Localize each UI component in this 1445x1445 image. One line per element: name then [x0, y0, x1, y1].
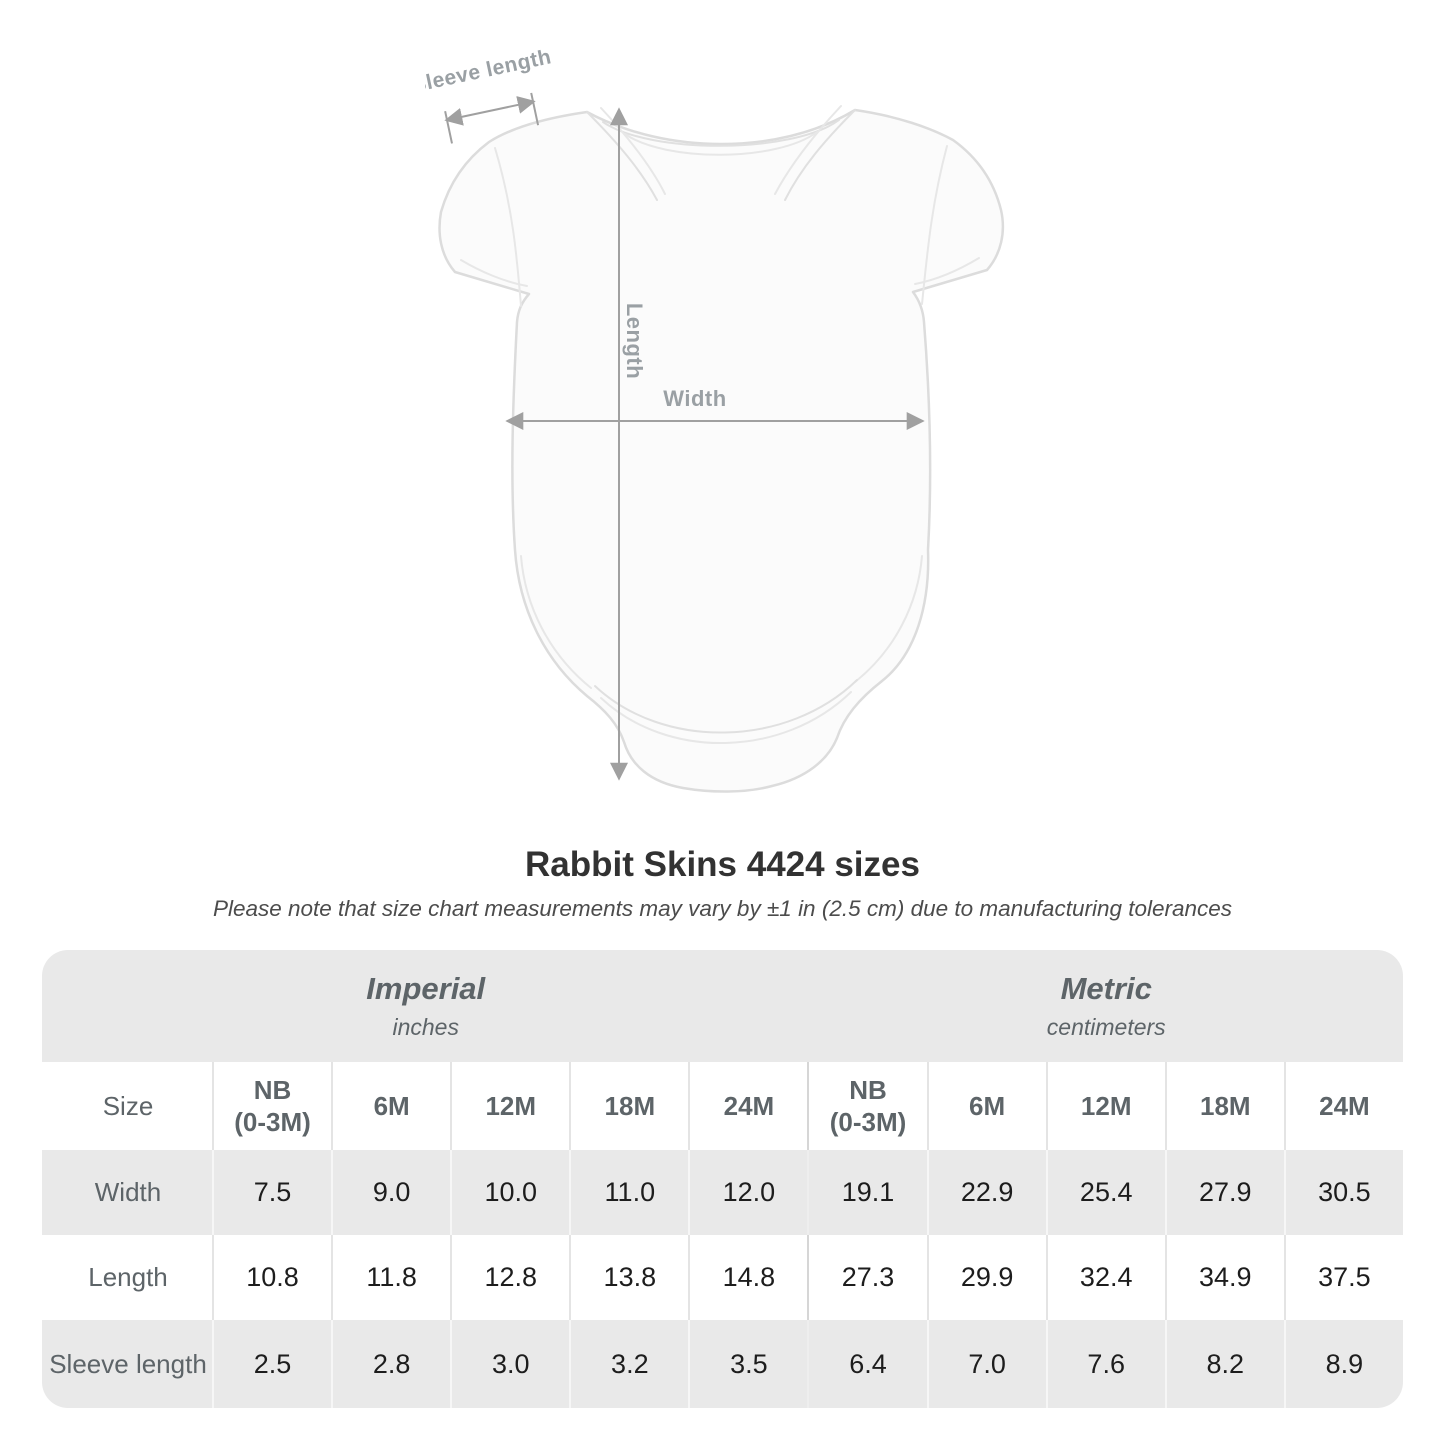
size-table-container: Imperial inches Metric centimeters Size … [42, 950, 1403, 1408]
value-cell: 27.3 [807, 1235, 927, 1320]
value-cell: 22.9 [926, 1150, 1046, 1235]
imperial-unit: inches [392, 1013, 459, 1040]
section-header-metric: Metric centimeters [807, 950, 1403, 1062]
left-lap-shoulder-binding [600, 107, 666, 195]
baby-bodysuit-illustration [438, 105, 1005, 793]
column-header-text: NB [253, 1074, 292, 1105]
column-header: 12M [1045, 1062, 1165, 1150]
column-header: 24M [1283, 1062, 1403, 1150]
value-cell: 3.2 [569, 1320, 689, 1408]
value-cell: 11.0 [569, 1150, 689, 1235]
value-cell: 14.8 [688, 1235, 808, 1320]
column-header: 18M [1164, 1062, 1284, 1150]
table-row-length: Length 10.8 11.8 12.8 13.8 14.8 27.3 29.… [42, 1235, 1403, 1320]
row-label: Width [42, 1150, 212, 1235]
page-title: Rabbit Skins 4424 sizes [525, 845, 920, 884]
value-cell: 10.8 [212, 1235, 332, 1320]
column-header-text: 18M [1200, 1090, 1251, 1121]
column-header: 6M [331, 1062, 451, 1150]
value-cell: 25.4 [1045, 1150, 1165, 1235]
left-leg-binding [520, 555, 592, 689]
table-row-sleeve-length: Sleeve length 2.5 2.8 3.0 3.2 3.5 6.4 7.… [42, 1320, 1403, 1408]
left-armhole-seam [494, 147, 522, 307]
column-header: 6M [926, 1062, 1046, 1150]
value-cell: 29.9 [926, 1235, 1046, 1320]
right-sleeve-hem [914, 257, 980, 285]
value-cell: 27.9 [1164, 1150, 1284, 1235]
left-sleeve-hem [460, 259, 528, 287]
column-header-text: NB [849, 1074, 887, 1105]
column-header-text: 24M [1319, 1090, 1370, 1121]
column-header: 24M [688, 1062, 808, 1150]
column-header-row: Size NB (0-3M) 6M 12M 18M 24M NB (0-3M) 6M… [42, 1062, 1403, 1150]
column-header-text: 12M [485, 1090, 537, 1121]
tolerance-note: Please note that size chart measurements… [212, 896, 1233, 921]
value-cell: 11.8 [331, 1235, 451, 1320]
length-dimension: Length [610, 107, 647, 781]
collar-inner-seam [624, 131, 818, 156]
value-cell: 9.0 [331, 1150, 451, 1235]
value-cell: 7.6 [1045, 1320, 1165, 1408]
sleeve-length-arrow-icon [444, 96, 536, 126]
column-header-text: 18M [604, 1090, 656, 1121]
value-cell: 10.0 [450, 1150, 570, 1235]
value-cell: 19.1 [807, 1150, 927, 1235]
column-header: NB (0-3M) [807, 1062, 927, 1150]
row-label: Length [42, 1235, 212, 1320]
column-header: 18M [569, 1062, 689, 1150]
value-cell: 32.4 [1045, 1235, 1165, 1320]
metric-unit: centimeters [1046, 1013, 1166, 1040]
length-label: Length [622, 303, 647, 379]
value-cell: 3.5 [688, 1320, 808, 1408]
size-table: Imperial inches Metric centimeters Size … [42, 950, 1403, 1408]
sleeve-length-tick-left [444, 110, 453, 144]
metric-label: Metric [1060, 971, 1152, 1007]
value-cell: 34.9 [1164, 1235, 1284, 1320]
table-row-width: Width 7.5 9.0 10.0 11.0 12.0 19.1 22.9 2… [42, 1150, 1403, 1235]
value-cell: 8.9 [1283, 1320, 1403, 1408]
row-label: Sleeve length [42, 1320, 212, 1408]
value-cell: 7.5 [212, 1150, 332, 1235]
width-dimension: Width [505, 386, 925, 430]
width-label: Width [663, 386, 726, 411]
onesie-diagram: Sleeve length Length Width [425, 48, 1015, 838]
right-lap-shoulder-binding [774, 105, 842, 195]
column-header: NB (0-3M) [212, 1062, 332, 1150]
value-cell: 12.8 [450, 1235, 570, 1320]
value-cell: 12.0 [688, 1150, 808, 1235]
value-cell: 13.8 [569, 1235, 689, 1320]
value-cell: 7.0 [926, 1320, 1046, 1408]
column-header-text: 12M [1080, 1090, 1132, 1121]
value-cell: 37.5 [1283, 1235, 1403, 1320]
column-header: 12M [450, 1062, 570, 1150]
onesie-svg: Sleeve length Length Width [425, 48, 1005, 793]
column-header-text: 6M [969, 1090, 1006, 1121]
right-leg-binding [854, 555, 923, 683]
value-cell: 2.5 [212, 1320, 332, 1408]
imperial-label: Imperial [366, 971, 486, 1007]
value-cell: 30.5 [1283, 1150, 1403, 1235]
value-cell: 3.0 [450, 1320, 570, 1408]
bodysuit-outline [438, 108, 1005, 793]
column-header-subtext: (0-3M) [234, 1107, 311, 1137]
column-header-subtext: (0-3M) [829, 1107, 907, 1137]
column-header-text: 6M [373, 1090, 410, 1121]
size-corner-label: Size [42, 1062, 212, 1150]
sleeve-length-tick-right [530, 92, 540, 126]
value-cell: 2.8 [331, 1320, 451, 1408]
value-cell: 8.2 [1164, 1320, 1284, 1408]
right-lap-shoulder-seam [784, 109, 856, 201]
unit-section-row: Imperial inches Metric centimeters [42, 950, 1403, 1062]
right-armhole-seam [921, 145, 948, 305]
sleeve-length-label: Sleeve length [425, 48, 553, 97]
snap-flap-binding-inner [600, 691, 852, 744]
value-cell: 6.4 [807, 1320, 927, 1408]
section-header-imperial: Imperial inches [42, 950, 808, 1062]
column-header-text: 24M [723, 1090, 775, 1121]
